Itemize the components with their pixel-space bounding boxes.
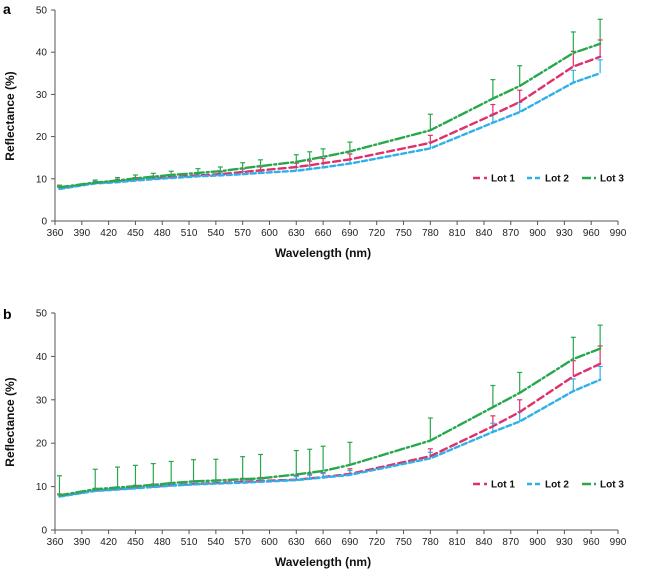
x-tick-label: 930 xyxy=(556,228,573,239)
x-tick-label: 930 xyxy=(556,537,573,548)
x-tick-label: 420 xyxy=(100,228,117,239)
panel-label-a: a xyxy=(3,1,11,17)
x-tick-label: 360 xyxy=(47,228,64,239)
y-tick-label: 30 xyxy=(36,395,48,406)
x-tick-label: 660 xyxy=(315,537,332,548)
x-tick-label: 600 xyxy=(261,537,278,548)
x-tick-label: 720 xyxy=(368,228,385,239)
x-tick-label: 990 xyxy=(610,228,627,239)
x-tick-label: 900 xyxy=(529,537,546,548)
x-tick-label: 750 xyxy=(395,228,412,239)
y-tick-label: 10 xyxy=(36,174,48,185)
x-tick-label: 360 xyxy=(47,537,64,548)
x-tick-label: 450 xyxy=(127,537,144,548)
legend-label: Lot 1 xyxy=(491,480,515,491)
x-axis-title-b: Wavelength (nm) xyxy=(275,555,371,569)
y-tick-label: 40 xyxy=(36,48,48,59)
x-tick-label: 900 xyxy=(529,228,546,239)
y-tick-label: 40 xyxy=(36,352,48,363)
x-tick-label: 540 xyxy=(208,537,225,548)
x-tick-label: 570 xyxy=(234,228,251,239)
series-line-lot-1 xyxy=(58,55,602,190)
y-axis-title-a: Reflectance (%) xyxy=(3,71,17,160)
x-tick-label: 810 xyxy=(449,228,466,239)
y-tick-label: 20 xyxy=(36,132,48,143)
x-tick-label: 870 xyxy=(502,537,519,548)
x-tick-label: 420 xyxy=(100,537,117,548)
y-tick-label: 0 xyxy=(41,526,47,537)
x-tick-label: 750 xyxy=(395,537,412,548)
x-tick-label: 840 xyxy=(476,228,493,239)
y-tick-label: 0 xyxy=(41,217,47,228)
x-tick-label: 480 xyxy=(154,537,171,548)
series-line-lot-3 xyxy=(58,347,602,497)
x-tick-label: 570 xyxy=(234,537,251,548)
legend-label: Lot 3 xyxy=(600,174,624,185)
panel-a-chart: a Reflectance (%) Wavelength (nm) 0 10 20 3… xyxy=(3,1,627,260)
x-tick-label: 840 xyxy=(476,537,493,548)
x-tick-label: 510 xyxy=(181,537,198,548)
y-tick-label: 20 xyxy=(36,439,48,450)
x-tick-label: 510 xyxy=(181,228,198,239)
x-tick-label: 390 xyxy=(73,537,90,548)
panel-b-chart: b Reflectance (%) Wavelength (nm) 0 10 20 3… xyxy=(3,306,627,569)
x-tick-label: 960 xyxy=(583,228,600,239)
x-tick-label: 600 xyxy=(261,228,278,239)
x-tick-label: 960 xyxy=(583,537,600,548)
x-tick-label: 990 xyxy=(610,537,627,548)
legend-label: Lot 2 xyxy=(545,480,569,491)
x-tick-label: 690 xyxy=(342,537,359,548)
y-axis-title-b: Reflectance (%) xyxy=(3,377,17,466)
x-tick-label: 780 xyxy=(422,537,439,548)
x-tick-label: 810 xyxy=(449,537,466,548)
legend-label: Lot 1 xyxy=(491,174,515,185)
x-tick-label: 720 xyxy=(368,537,385,548)
x-tick-label: 780 xyxy=(422,228,439,239)
y-tick-label: 30 xyxy=(36,90,48,101)
x-tick-label: 690 xyxy=(342,228,359,239)
panel-label-b: b xyxy=(3,306,12,322)
series-line-lot-2 xyxy=(58,378,602,498)
series-line-lot-3 xyxy=(58,42,602,189)
x-tick-label: 630 xyxy=(288,537,305,548)
x-tick-label: 480 xyxy=(154,228,171,239)
x-axis-title-a: Wavelength (nm) xyxy=(275,246,371,260)
y-tick-label: 10 xyxy=(36,482,48,493)
series-line-lot-2 xyxy=(58,72,602,191)
y-tick-label: 50 xyxy=(36,6,48,17)
x-tick-label: 660 xyxy=(315,228,332,239)
y-tick-label: 50 xyxy=(36,309,48,320)
x-tick-label: 870 xyxy=(502,228,519,239)
legend-label: Lot 2 xyxy=(545,174,569,185)
x-tick-label: 540 xyxy=(208,228,225,239)
x-tick-label: 450 xyxy=(127,228,144,239)
x-tick-label: 630 xyxy=(288,228,305,239)
legend-label: Lot 3 xyxy=(600,480,624,491)
x-tick-label: 390 xyxy=(73,228,90,239)
